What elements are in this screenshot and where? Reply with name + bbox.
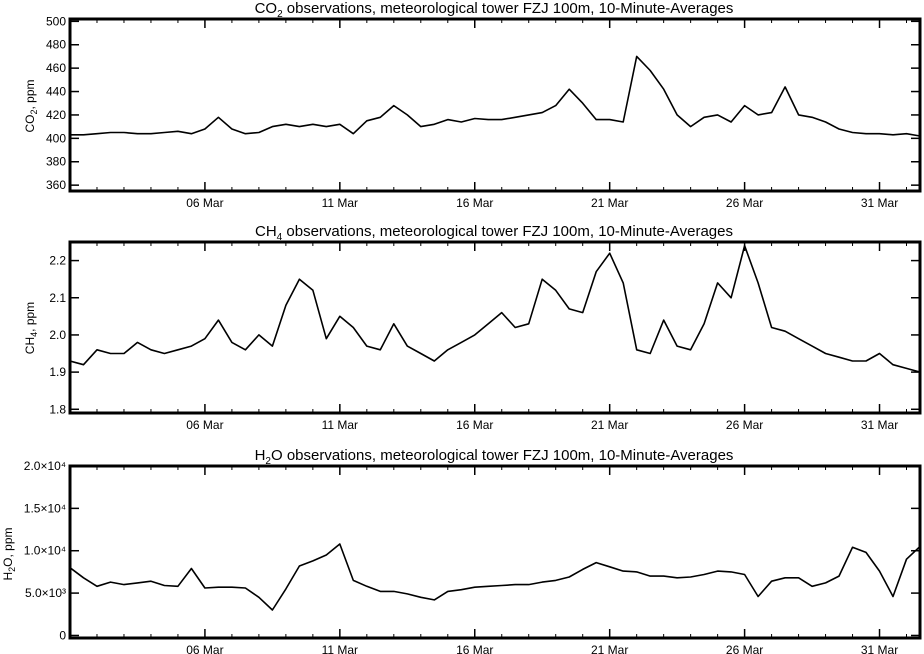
h2o-x-tick-label: 21 Mar [591, 643, 628, 654]
co2-y-tick-label: 480 [46, 38, 66, 52]
ch4-x-tick-label: 31 Mar [861, 418, 898, 432]
h2o-y-tick-label: 5.0×10³ [25, 586, 66, 600]
ch4-y-axis-label: CH4, ppm [23, 302, 39, 354]
co2-y-tick-label: 400 [46, 131, 66, 145]
co2-plot-frame [68, 17, 922, 193]
ch4-axis-ticks: 06 Mar 11 Mar 16 Mar 21 Mar 26 Mar 31 Mar 1.8 1… [49, 242, 920, 432]
h2o-x-tick-label: 11 Mar [322, 643, 358, 654]
h2o-chart-title: H2O observations, meteorological tower F… [255, 447, 734, 467]
ch4-series-line [70, 244, 920, 373]
co2-axis-ticks: 06 Mar 11 Mar 16 Mar 21 Mar 26 Mar 31 Mar 360 3… [46, 14, 920, 210]
h2o-y-axis-label: H2O, ppm [1, 527, 17, 580]
ch4-y-tick-label: 2.0 [49, 328, 66, 342]
ch4-x-tick-label: 26 Mar [726, 418, 763, 432]
co2-chart-title: CO2 observations, meteorological tower F… [255, 0, 734, 20]
co2-chart-panel: CO2 observations, meteorological tower F… [23, 0, 922, 210]
co2-x-tick-label: 26 Mar [726, 196, 763, 210]
h2o-x-tick-label: 06 Mar [186, 643, 223, 654]
ch4-chart-panel: CH4 observations, meteorological tower F… [23, 223, 922, 432]
co2-x-tick-label: 16 Mar [456, 196, 493, 210]
co2-y-axis-label: CO2, ppm [23, 79, 39, 132]
h2o-y-tick-label: 1.5×10⁴ [24, 501, 66, 515]
ch4-plot-frame [68, 240, 922, 415]
co2-y-tick-label: 460 [46, 61, 66, 75]
co2-y-tick-label: 440 [46, 85, 66, 99]
co2-x-tick-label: 21 Mar [591, 196, 628, 210]
h2o-plot-frame [68, 464, 922, 640]
co2-y-tick-label: 360 [46, 178, 66, 192]
co2-x-tick-label: 11 Mar [322, 196, 358, 210]
co2-y-tick-label: 500 [46, 14, 66, 28]
ch4-x-tick-label: 06 Mar [186, 418, 223, 432]
ch4-x-tick-label: 16 Mar [456, 418, 493, 432]
h2o-x-tick-label: 31 Mar [861, 643, 898, 654]
ch4-y-tick-label: 2.1 [49, 291, 66, 305]
ch4-y-tick-label: 1.8 [49, 402, 66, 416]
co2-series-line [70, 55, 920, 137]
ch4-y-tick-label: 2.2 [49, 254, 66, 268]
ch4-y-tick-label: 1.9 [49, 365, 66, 379]
h2o-y-tick-label: 2.0×10⁴ [24, 459, 66, 473]
co2-x-tick-label: 06 Mar [186, 196, 223, 210]
h2o-series-line [70, 543, 920, 611]
ch4-x-tick-label: 21 Mar [591, 418, 628, 432]
ch4-chart-title: CH4 observations, meteorological tower F… [255, 223, 733, 243]
h2o-x-tick-label: 16 Mar [456, 643, 493, 654]
ch4-x-tick-label: 11 Mar [322, 418, 358, 432]
h2o-y-tick-label: 0 [59, 628, 66, 642]
h2o-x-tick-label: 26 Mar [726, 643, 763, 654]
h2o-axis-ticks: 06 Mar 11 Mar 16 Mar 21 Mar 26 Mar 31 Mar 0 5.0… [24, 459, 920, 654]
co2-x-tick-label: 31 Mar [861, 196, 898, 210]
h2o-chart-panel: H2O observations, meteorological tower F… [1, 447, 922, 654]
co2-y-tick-label: 380 [46, 155, 66, 169]
co2-y-tick-label: 420 [46, 108, 66, 122]
h2o-y-tick-label: 1.0×10⁴ [24, 544, 66, 558]
